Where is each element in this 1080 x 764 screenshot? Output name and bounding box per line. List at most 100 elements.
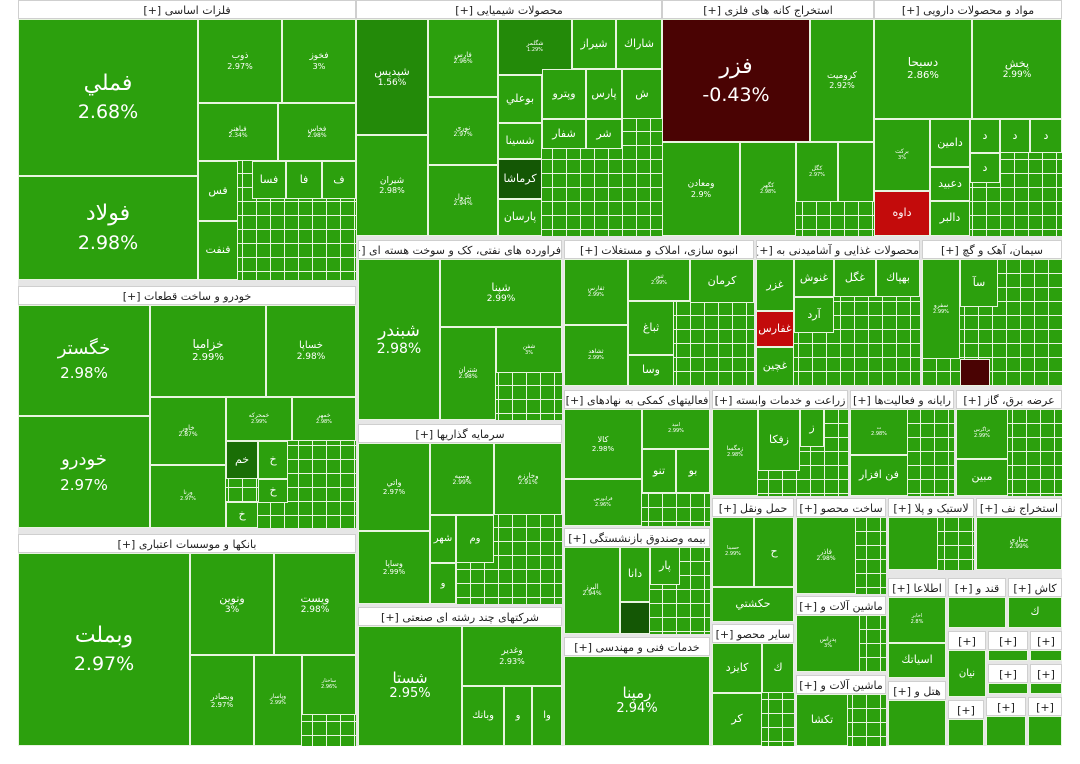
stock-tile[interactable]: پخش 2.99%	[972, 19, 1062, 119]
sector-header[interactable]: فعالیتهای کمکی به نهادهای [+]	[564, 390, 710, 409]
stock-tile[interactable]: ثفارس 2.99%	[564, 259, 628, 325]
stock-tile[interactable]: وغدير 2.93%	[462, 626, 562, 686]
stock-tile[interactable]: خ	[226, 502, 258, 528]
sector-header[interactable]: [+]	[988, 664, 1028, 683]
stock-tile[interactable]: شهر	[430, 515, 456, 563]
stock-tile[interactable]	[1030, 683, 1062, 694]
stock-tile[interactable]: ف	[322, 161, 356, 199]
stock-tile[interactable]: دالبر	[930, 201, 970, 236]
stock-tile[interactable]: خساپا 2.98%	[266, 305, 356, 397]
stock-tile[interactable]: فن افزار	[850, 455, 908, 496]
sector-header[interactable]: [+]	[948, 700, 984, 719]
stock-tile[interactable]: ش	[622, 69, 662, 119]
stock-tile[interactable]: خم	[226, 441, 258, 479]
stock-tile[interactable]: غنوش	[794, 259, 834, 297]
sector-header[interactable]: عرضه برق، گاز [+]	[956, 390, 1062, 409]
sector-header[interactable]: زراعت و خدمات وابسته [+]	[712, 390, 848, 409]
stock-tile[interactable]: ثنور 2.99%	[628, 259, 690, 301]
stock-tile[interactable]: پار	[650, 547, 680, 585]
stock-tile[interactable]: كروميت 2.92%	[810, 19, 874, 142]
stock-tile[interactable]: بهپاك	[876, 259, 920, 297]
stock-tile[interactable]: بزاگرس 2.99%	[956, 409, 1008, 459]
stock-tile[interactable]: آرد	[794, 297, 834, 333]
stock-tile[interactable]: تكشا	[796, 694, 848, 746]
stock-tile[interactable]	[838, 142, 874, 202]
stock-tile[interactable]: ونوين 3%	[190, 553, 274, 655]
stock-tile[interactable]: كايزد	[712, 643, 762, 693]
sector-header[interactable]: سیمان، آهک و گچ [+]	[922, 240, 1062, 259]
stock-tile[interactable]: فخوز 3%	[282, 19, 356, 103]
stock-tile[interactable]: پارس	[586, 69, 622, 119]
stock-tile[interactable]: وسپه 2.99%	[430, 443, 494, 515]
stock-tile[interactable]: خاور 2.87%	[150, 397, 226, 465]
stock-tile[interactable]: فملي 2.68%	[18, 19, 198, 176]
stock-tile[interactable]: دانا	[620, 547, 650, 602]
stock-tile[interactable]: وپترو	[542, 69, 586, 119]
stock-tile[interactable]: ت 2.98%	[850, 409, 908, 455]
stock-tile[interactable]: دعبيد	[930, 167, 970, 201]
stock-tile[interactable]: مبين	[956, 459, 1008, 496]
sector-header[interactable]: [+]	[1030, 664, 1062, 683]
stock-tile[interactable]: حفاري 2.99%	[976, 517, 1062, 570]
stock-tile[interactable]: شاراك	[616, 19, 662, 69]
stock-tile[interactable]: اميد 2.99%	[642, 409, 710, 449]
stock-tile[interactable]: ح	[754, 517, 794, 587]
stock-tile[interactable]: بركت 3%	[874, 119, 930, 191]
stock-tile[interactable]: وساپا 2.99%	[358, 531, 430, 604]
stock-tile[interactable]	[960, 359, 990, 386]
stock-tile[interactable]: فزر -0.43%	[662, 19, 810, 142]
sector-header[interactable]: مواد و محصولات دارویی [+]	[874, 0, 1062, 19]
stock-tile[interactable]: داوه	[874, 191, 930, 236]
stock-tile[interactable]: ك	[1008, 597, 1062, 628]
stock-tile[interactable]: ثشاهد 2.99%	[564, 325, 628, 386]
sector-header[interactable]: محصولات شیمیایی [+]	[356, 0, 662, 19]
stock-tile[interactable]: بو	[676, 449, 710, 493]
sector-header[interactable]: قند و [+]	[948, 578, 1006, 597]
stock-tile[interactable]: شفار	[542, 119, 586, 149]
stock-tile[interactable]: غفارس	[756, 311, 794, 347]
stock-tile[interactable]: شفن 3%	[496, 327, 562, 373]
stock-tile[interactable]: دسبحا 2.86%	[874, 19, 972, 119]
stock-tile[interactable]: كرماشا	[498, 159, 542, 199]
stock-tile[interactable]: بوعلي	[498, 75, 542, 123]
stock-tile[interactable]	[948, 597, 1006, 628]
stock-tile[interactable]: فرابورس 2.96%	[564, 479, 642, 526]
stock-tile[interactable]: ذوب 2.97%	[198, 19, 282, 103]
sector-header[interactable]: [+]	[986, 697, 1026, 716]
stock-tile[interactable]: كرمان	[690, 259, 754, 303]
stock-tile[interactable]: اخابر 2.8%	[888, 597, 946, 643]
stock-tile[interactable]	[948, 719, 984, 746]
sector-header[interactable]: لاستیک و پلا [+]	[888, 498, 974, 517]
stock-tile[interactable]: وبصادر 2.97%	[190, 655, 254, 746]
stock-tile[interactable]: غگل	[834, 259, 876, 297]
sector-header[interactable]: محصولات غذایی و آشامیدنی به [+]	[756, 240, 920, 259]
stock-tile[interactable]: خ	[258, 441, 288, 479]
sector-header[interactable]: ماشین آلات و [+]	[796, 596, 886, 615]
stock-tile[interactable]: خمهر 2.98%	[292, 397, 356, 441]
stock-tile[interactable]: شبندر 2.98%	[358, 259, 440, 420]
stock-tile[interactable]: پارسان	[498, 199, 542, 236]
sector-header[interactable]: ماشین آلات و [+]	[796, 675, 886, 694]
stock-tile[interactable]	[1030, 650, 1062, 661]
stock-tile[interactable]: خمحركه 2.99%	[226, 397, 292, 441]
stock-tile[interactable]: د	[1030, 119, 1062, 153]
stock-tile[interactable]: اسياتك	[888, 643, 946, 678]
stock-tile[interactable]: البرز 2.94%	[564, 547, 620, 634]
stock-tile[interactable]: شسينا	[498, 123, 542, 159]
stock-tile[interactable]: وم	[456, 515, 494, 563]
stock-tile[interactable]: شستا 2.95%	[358, 626, 462, 746]
stock-tile[interactable]: فخاس 2.98%	[278, 103, 356, 161]
stock-tile[interactable]: ثباغ	[628, 301, 674, 355]
stock-tile[interactable]: واتي 2.97%	[358, 443, 430, 531]
sector-header[interactable]: اطلاعا [+]	[888, 578, 946, 597]
stock-tile[interactable]: فنفت	[198, 221, 238, 280]
stock-tile[interactable]: نيان	[948, 650, 986, 697]
stock-tile[interactable]: غچين	[756, 347, 794, 386]
sector-header[interactable]: [+]	[1030, 631, 1062, 650]
stock-tile[interactable]	[1028, 716, 1062, 746]
stock-tile[interactable]: خزاميا 2.99%	[150, 305, 266, 397]
sector-header[interactable]: [+]	[1028, 697, 1062, 716]
stock-tile[interactable]: زفكا	[758, 409, 800, 471]
stock-tile[interactable]: ساختار 2.96%	[302, 655, 356, 715]
sector-header[interactable]: سرمایه گذاریها [+]	[358, 424, 562, 443]
